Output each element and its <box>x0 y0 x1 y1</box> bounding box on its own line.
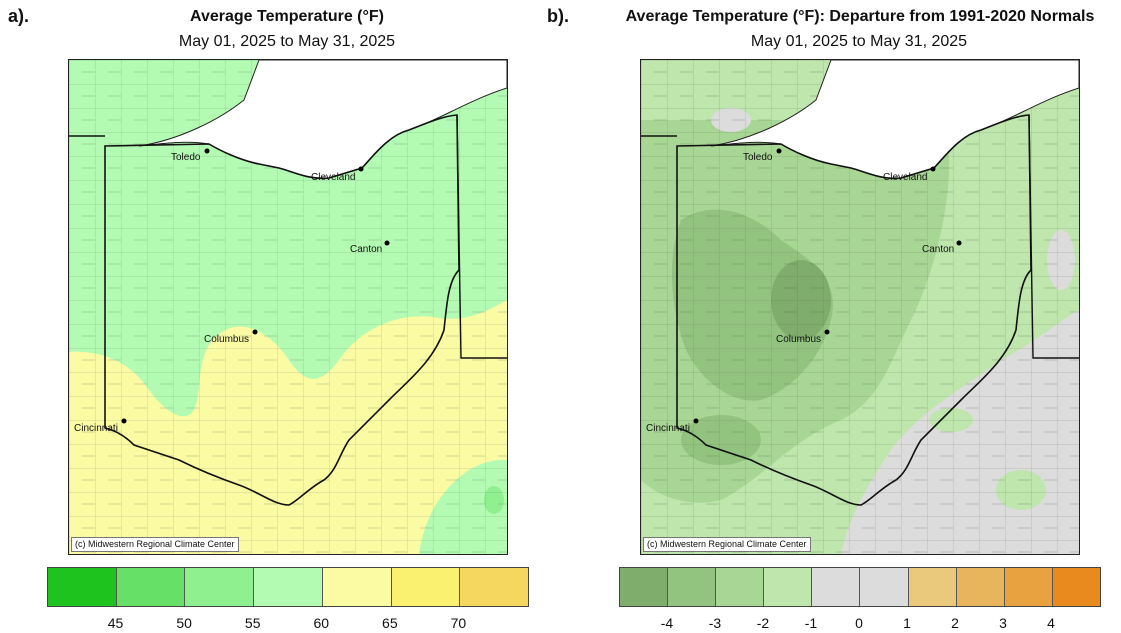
departure-legend-swatch-6 <box>908 568 957 606</box>
temperature-legend-tick-1: 50 <box>176 615 192 631</box>
toledo-label: Toledo <box>171 152 201 163</box>
pennsylvania-border <box>456 114 507 359</box>
departure-legend-bar <box>619 567 1101 607</box>
departure-legend-tick-8: 4 <box>1047 615 1055 631</box>
temperature-legend-swatch-6 <box>460 568 529 606</box>
temperature-legend-tick-3: 60 <box>313 615 330 631</box>
departure-legend-tick-3: -1 <box>804 615 818 631</box>
credit-label: (c) Midwestern Regional Climate Center <box>71 537 239 552</box>
columbus-marker <box>824 329 830 335</box>
departure-legend-swatch-9 <box>1052 568 1100 606</box>
departure-legend-tick-2: -2 <box>756 615 770 631</box>
temperature-map-svg: Toledo Cleveland Canton Columbus Cincinn… <box>69 60 507 554</box>
columbus-label: Columbus <box>204 334 249 345</box>
temperature-map: Toledo Cleveland Canton Columbus Cincinn… <box>68 59 508 555</box>
canton-label: Canton <box>922 244 954 255</box>
toledo-marker <box>776 148 782 154</box>
cincinnati-label: Cincinnati <box>646 423 690 434</box>
columbus-label: Columbus <box>776 334 821 345</box>
panel-b-subtitle: May 01, 2025 to May 31, 2025 <box>750 33 968 50</box>
departure-map: Toledo Cleveland Canton Columbus Cincinn… <box>640 59 1080 555</box>
temperature-legend-tick-5: 70 <box>450 615 467 631</box>
departure-legend-tick-6: 2 <box>951 615 959 631</box>
panel-b-label: b). <box>547 6 569 26</box>
canton-label: Canton <box>350 244 382 255</box>
temperature-legend-swatch-0 <box>48 568 117 606</box>
departure-legend-tick-0: -4 <box>660 615 674 631</box>
toledo-marker <box>204 148 210 154</box>
cleveland-marker <box>930 166 936 172</box>
columbus-marker <box>252 329 258 335</box>
departure-legend-swatch-2 <box>716 568 765 606</box>
departure-map-svg: Toledo Cleveland Canton Columbus Cincinn… <box>641 60 1079 554</box>
departure-legend-swatch-0 <box>620 568 669 606</box>
departure-legend-swatch-8 <box>1004 568 1053 606</box>
cincinnati-marker <box>121 418 127 424</box>
panel-a-label: a). <box>8 6 30 26</box>
departure-legend-swatch-1 <box>668 568 717 606</box>
cleveland-label: Cleveland <box>883 172 927 183</box>
temperature-legend-swatch-1 <box>116 568 186 606</box>
cincinnati-label: Cincinnati <box>74 423 118 434</box>
panel-a-title: Average Temperature (°F) <box>189 8 384 25</box>
canton-marker <box>956 240 962 246</box>
temperature-legend-bar <box>47 567 529 607</box>
departure-legend-swatch-7 <box>956 568 1005 606</box>
temperature-legend-swatch-5 <box>391 568 461 606</box>
toledo-label: Toledo <box>743 152 773 163</box>
canton-marker <box>384 240 390 246</box>
cleveland-marker <box>358 166 364 172</box>
temperature-legend-swatch-4 <box>322 568 392 606</box>
departure-legend-swatch-3 <box>764 568 813 606</box>
departure-legend-swatch-4 <box>812 568 861 606</box>
temperature-legend-swatch-3 <box>254 568 323 606</box>
panel-b-title: Average Temperature (°F): Departure from… <box>625 8 1095 25</box>
departure-legend-swatch-5 <box>860 568 909 606</box>
credit-label: (c) Midwestern Regional Climate Center <box>643 537 811 552</box>
departure-legend-tick-1: -3 <box>708 615 722 631</box>
departure-legend-tick-7: 3 <box>999 615 1007 631</box>
temperature-legend-tick-2: 55 <box>244 615 261 631</box>
cincinnati-marker <box>693 418 699 424</box>
panel-a-subtitle: May 01, 2025 to May 31, 2025 <box>178 33 396 50</box>
temperature-legend-tick-0: 45 <box>107 615 124 631</box>
pennsylvania-border <box>1028 114 1079 359</box>
cleveland-label: Cleveland <box>311 172 355 183</box>
departure-legend-tick-5: 1 <box>903 615 911 631</box>
temperature-legend-tick-4: 65 <box>382 615 398 631</box>
temperature-legend-swatch-2 <box>185 568 255 606</box>
departure-legend-tick-4: 0 <box>855 615 863 631</box>
